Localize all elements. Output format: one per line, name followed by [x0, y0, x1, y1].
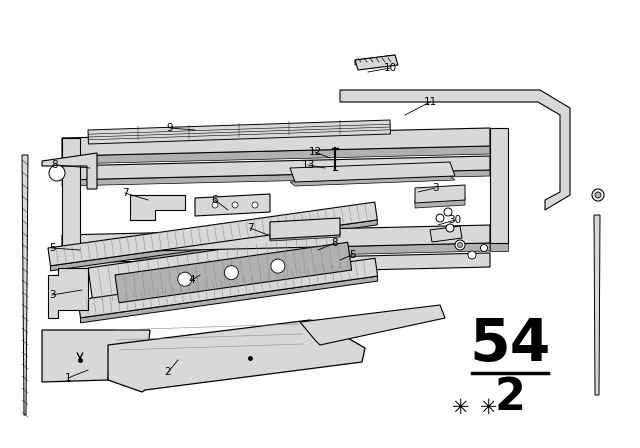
Text: 2: 2 [495, 375, 525, 418]
Text: 13: 13 [301, 160, 315, 170]
Text: ✳: ✳ [452, 398, 470, 418]
Polygon shape [115, 242, 351, 303]
Polygon shape [62, 225, 490, 253]
Text: ✳: ✳ [480, 398, 498, 418]
Text: 8: 8 [52, 160, 58, 170]
Polygon shape [130, 195, 185, 220]
Polygon shape [48, 202, 378, 266]
Polygon shape [119, 270, 351, 309]
Polygon shape [62, 138, 80, 253]
Polygon shape [355, 55, 395, 65]
Polygon shape [195, 194, 270, 216]
Circle shape [212, 202, 218, 208]
Text: 9: 9 [166, 123, 173, 133]
Polygon shape [62, 146, 490, 164]
Circle shape [178, 272, 192, 286]
Circle shape [271, 259, 285, 273]
Text: 10: 10 [383, 63, 397, 73]
Polygon shape [48, 268, 88, 318]
Circle shape [232, 202, 238, 208]
Polygon shape [290, 176, 455, 186]
Polygon shape [594, 215, 600, 395]
Text: 4: 4 [189, 275, 195, 285]
Polygon shape [88, 134, 396, 149]
Text: 2: 2 [164, 367, 172, 377]
Text: 12: 12 [308, 147, 322, 157]
Polygon shape [270, 231, 340, 241]
Polygon shape [490, 128, 508, 243]
Polygon shape [51, 220, 378, 271]
Polygon shape [415, 197, 465, 208]
Polygon shape [415, 185, 465, 203]
Polygon shape [62, 253, 490, 277]
Text: 7: 7 [122, 188, 128, 198]
Text: 8: 8 [332, 238, 339, 248]
Polygon shape [93, 271, 351, 314]
Polygon shape [88, 232, 351, 308]
Circle shape [446, 224, 454, 232]
Circle shape [481, 245, 488, 251]
Polygon shape [108, 320, 365, 392]
Circle shape [225, 266, 238, 280]
Text: 7: 7 [246, 223, 253, 233]
Circle shape [455, 240, 465, 250]
Polygon shape [490, 243, 508, 251]
Text: 5: 5 [49, 243, 55, 253]
Text: 3: 3 [432, 183, 438, 193]
Circle shape [595, 192, 601, 198]
Polygon shape [430, 226, 462, 242]
Circle shape [458, 242, 463, 247]
Polygon shape [290, 162, 455, 182]
Polygon shape [340, 90, 570, 210]
Polygon shape [42, 330, 150, 382]
Polygon shape [78, 258, 378, 318]
Polygon shape [62, 128, 490, 156]
Circle shape [444, 208, 452, 216]
Polygon shape [81, 276, 378, 323]
Circle shape [592, 189, 604, 201]
Circle shape [436, 214, 444, 222]
Circle shape [252, 202, 258, 208]
Polygon shape [270, 218, 340, 239]
Polygon shape [300, 305, 445, 345]
Polygon shape [88, 120, 390, 144]
Circle shape [468, 251, 476, 259]
Text: 11: 11 [424, 97, 436, 107]
Polygon shape [62, 253, 80, 261]
Text: 54: 54 [469, 316, 550, 374]
Polygon shape [355, 55, 398, 70]
Polygon shape [62, 170, 490, 186]
Text: 1: 1 [65, 373, 71, 383]
Text: 30: 30 [449, 215, 461, 225]
Text: 3: 3 [49, 290, 55, 300]
Polygon shape [22, 155, 28, 415]
Polygon shape [62, 156, 490, 180]
Polygon shape [62, 243, 490, 261]
Circle shape [49, 165, 65, 181]
Polygon shape [42, 153, 97, 189]
Text: 5: 5 [349, 250, 355, 260]
Text: 6: 6 [212, 195, 218, 205]
